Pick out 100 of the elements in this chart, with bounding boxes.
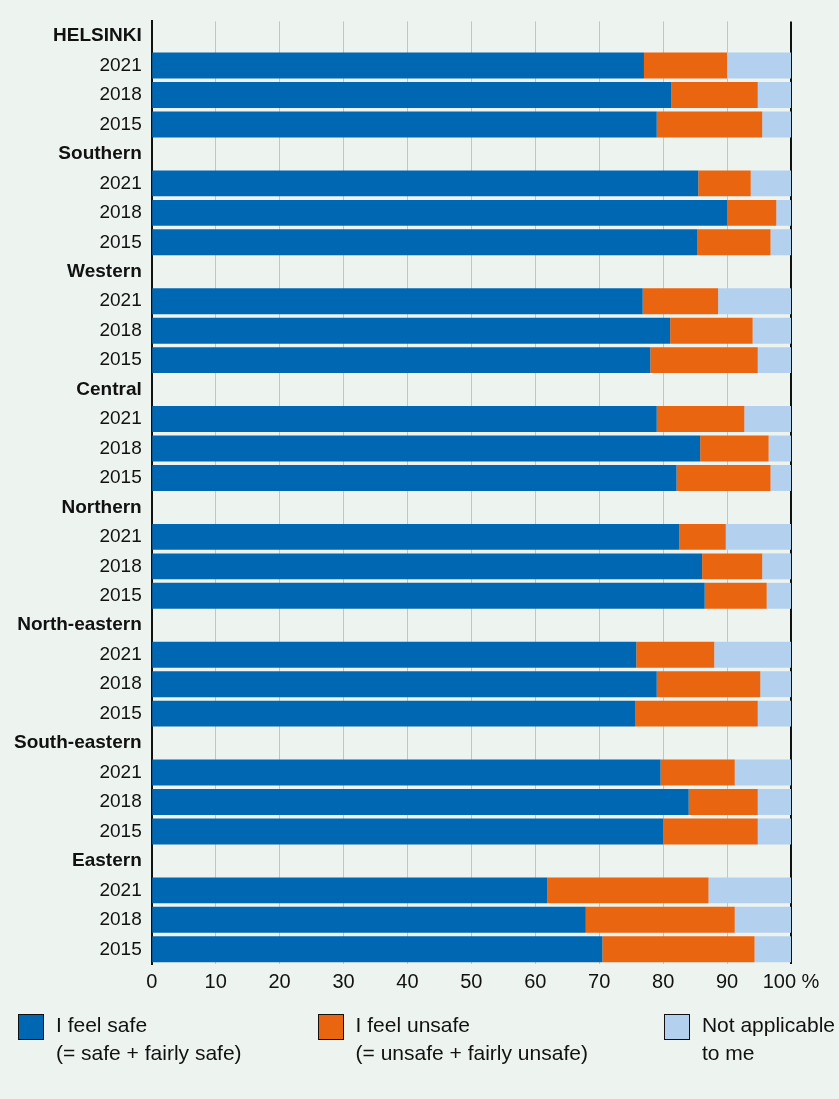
bar [770, 229, 791, 256]
legend-label: Not applicable to me [701, 1012, 835, 1066]
bar [152, 347, 651, 374]
bar [152, 700, 636, 727]
bar [152, 82, 672, 108]
bar [676, 465, 771, 491]
bar [700, 435, 769, 462]
y-tick-label: 2015 [99, 466, 142, 488]
bar [152, 759, 661, 786]
bar [152, 582, 705, 609]
bar [152, 877, 548, 904]
bar [643, 52, 728, 79]
y-tick-label: 2018 [99, 790, 142, 812]
x-tick-label: 80 [652, 969, 675, 992]
bar [152, 465, 677, 491]
bar [152, 111, 657, 138]
bar [152, 523, 680, 550]
y-tick-label: 2015 [99, 230, 142, 252]
y-tick-label: 2021 [99, 53, 142, 75]
bar [679, 523, 726, 550]
y-tick-label: 2015 [99, 348, 142, 370]
bar [757, 347, 791, 374]
y-tick-label: 2021 [99, 525, 142, 547]
bar [152, 170, 699, 197]
y-tick-label: 2015 [99, 819, 142, 841]
bar [152, 671, 657, 698]
bar [670, 317, 753, 344]
bar [776, 199, 791, 226]
x-tick-label: 100 % [762, 969, 820, 992]
bar [602, 936, 755, 963]
bar [750, 170, 791, 197]
y-tick-label: 2015 [99, 701, 142, 723]
bar [757, 789, 791, 815]
bar [718, 288, 791, 315]
bar [656, 111, 763, 138]
x-tick-label: 20 [268, 969, 291, 992]
y-tick-label: HELSINKI [53, 24, 142, 46]
bar [762, 111, 791, 138]
y-tick-label: 2021 [99, 878, 142, 900]
y-tick-label: 2015 [99, 112, 142, 134]
bar [152, 317, 671, 344]
y-tick-label: 2021 [99, 407, 142, 429]
bar [152, 553, 703, 580]
bar [760, 671, 791, 698]
bar [656, 406, 745, 433]
y-tick-label: 2015 [99, 937, 142, 959]
bar [660, 759, 735, 786]
bar [152, 199, 728, 226]
bar [642, 288, 719, 315]
bar [671, 82, 758, 108]
bar [754, 936, 791, 963]
bar [152, 789, 689, 815]
y-tick-label: 2021 [99, 642, 142, 664]
y-tick-label: 2021 [99, 289, 142, 311]
y-tick-label: Eastern [72, 849, 142, 871]
bar [762, 553, 791, 580]
bar [698, 170, 751, 197]
bar [757, 82, 791, 108]
bar [768, 435, 791, 462]
bar [547, 877, 709, 904]
bar [152, 818, 664, 845]
bar [152, 906, 586, 933]
x-tick-label: 10 [204, 969, 227, 992]
bar [663, 818, 758, 845]
y-tick-label: 2018 [99, 908, 142, 930]
y-tick-label: 2018 [99, 436, 142, 458]
y-tick-label: 2018 [99, 83, 142, 105]
x-tick-label: 0 [146, 969, 158, 992]
bar [702, 553, 763, 580]
bar [770, 465, 791, 491]
y-tick-label: Northern [61, 495, 142, 517]
bar [688, 789, 758, 815]
bar [697, 229, 771, 256]
bar [725, 523, 791, 550]
x-tick-label: 70 [588, 969, 611, 992]
bar [714, 641, 791, 668]
y-tick-label: North-eastern [17, 613, 142, 635]
bar [708, 877, 791, 904]
bar [766, 582, 791, 609]
x-tick-label: 90 [715, 969, 739, 992]
bar [727, 52, 791, 79]
y-tick-label: 2015 [99, 584, 142, 606]
bar [152, 435, 701, 462]
y-tick-label: 2018 [99, 672, 142, 694]
bar [656, 671, 761, 698]
bar [636, 641, 715, 668]
y-tick-label: South-eastern [13, 731, 142, 753]
x-tick-label: 60 [524, 969, 547, 992]
bar [727, 199, 777, 226]
y-tick-label: Central [76, 377, 142, 399]
bar [152, 936, 603, 963]
bar [635, 700, 758, 727]
bar [152, 229, 698, 256]
y-tick-label: 2018 [99, 554, 142, 576]
x-tick-label: 40 [396, 969, 419, 992]
bar [757, 700, 791, 727]
y-tick-label: 2018 [99, 318, 142, 340]
legend-label: I feel unsafe (= unsafe + fairly unsafe) [355, 1012, 588, 1066]
bar [650, 347, 758, 374]
bar [734, 759, 791, 786]
